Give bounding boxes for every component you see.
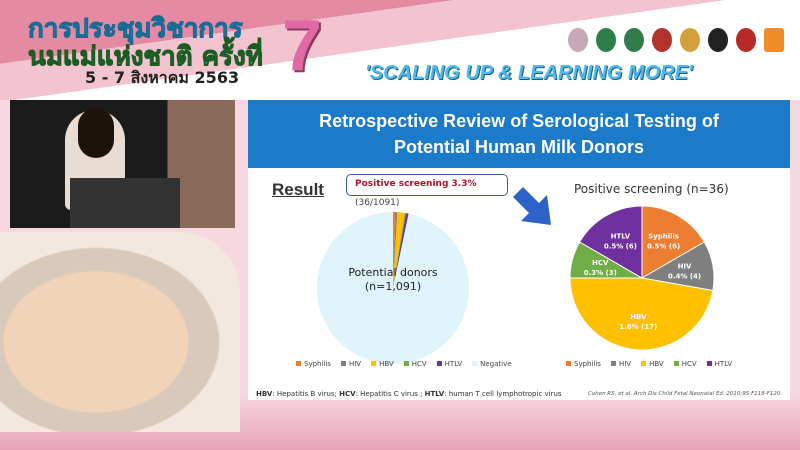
pie2-data-label: 0.4% (4) — [668, 272, 701, 280]
slogan: 'SCALING UP & LEARNING MORE' — [365, 62, 693, 84]
legend-item: Syphilis — [566, 360, 601, 368]
footnote-text: : Hepatitis B virus; — [272, 390, 340, 398]
pie1-slice-hbv — [393, 212, 405, 288]
legend-item: Negative — [472, 360, 512, 368]
legend-item: HCV — [403, 360, 427, 368]
pie2-data-label: 0.5% (6) — [604, 243, 637, 251]
slide-title-line1: Retrospective Review of Serological Test… — [319, 111, 719, 131]
legend-swatch — [340, 361, 346, 366]
pie2-data-label: 0.5% (6) — [647, 243, 680, 251]
result-heading: Result — [272, 180, 324, 199]
pie2-data-label: HCV — [592, 259, 609, 267]
callout-bold: Positive screening 3.3% — [355, 179, 477, 189]
footnote-abbr: HCV — [339, 390, 356, 398]
slide-title: Retrospective Review of Serological Test… — [248, 100, 790, 168]
legend-swatch — [436, 361, 442, 366]
citation: Cohen RS, et al. Arch Dis Child Fetal Ne… — [588, 391, 783, 397]
footnote-text: : human T cell lymphotropic virus — [444, 390, 562, 398]
callout-count: (36/1091) — [355, 198, 400, 208]
pie1-slice-syphilis — [393, 212, 396, 288]
legend-swatch — [641, 361, 647, 366]
legend-item: HIV — [610, 360, 631, 368]
legend-swatch — [673, 361, 679, 366]
pie2-data-label: 1.6% (17) — [619, 323, 657, 331]
speaker-hair — [78, 108, 114, 158]
legend-item: HTLV — [706, 360, 732, 368]
slide-title-line2: Potential Human Milk Donors — [393, 137, 645, 157]
pie-charts: Syphilis 0.5% (6) HIV 0.4% (4) HBV 1.6% (17) H… — [316, 205, 715, 364]
pie2-slice-syphilis — [641, 205, 706, 279]
pie2-data-label: HTLV — [611, 233, 631, 241]
legend-item: HCV — [673, 360, 697, 368]
pie1-sublabel: (n=1,091) — [364, 280, 422, 293]
pie2-slice-hbv — [569, 277, 714, 351]
pie2-title: Positive screening (n=36) — [574, 182, 729, 196]
pie1-label: Potential donors — [348, 266, 438, 279]
legend-swatch — [371, 361, 377, 366]
pie2-data-label: 0.3% (3) — [584, 269, 617, 277]
sponsor-logos — [568, 28, 784, 52]
logo-icon — [568, 28, 588, 52]
pie1-legend: Syphilis HIV HBV HCV HTLV Negative — [296, 360, 512, 368]
legend-item: HIV — [340, 360, 361, 368]
pie2-data-label: Syphilis — [648, 233, 679, 241]
edition-number: 7 — [282, 6, 323, 86]
pie2-slice-htlv — [578, 205, 643, 279]
podium — [70, 178, 180, 228]
presentation-slide: Retrospective Review of Serological Test… — [248, 100, 790, 400]
pie1-center-label: Potential donors (n=1,091) — [323, 266, 463, 294]
logo-icon — [652, 28, 672, 52]
pie2-legend: Syphilis HIV HBV HCV HTLV — [566, 360, 732, 368]
conference-subtitle-thai: นมแม่แห่งชาติ ครั้งที่ — [28, 42, 264, 73]
legend-swatch — [566, 361, 571, 366]
speaker-video — [10, 100, 235, 228]
positive-screening-callout: Positive screening 3.3% (36/1091) — [346, 174, 508, 208]
pie1-slice-negative — [316, 212, 469, 364]
logo-icon — [680, 28, 700, 52]
pie2-data-label: HIV — [678, 262, 692, 270]
footnote-abbr: HTLV — [424, 390, 445, 398]
logo-icon — [624, 28, 644, 52]
footnote: HBV: Hepatitis B virus; HCV: Hepatitis C… — [256, 390, 562, 398]
legend-item: HBV — [641, 360, 664, 368]
pie1-slice-hiv — [393, 212, 398, 288]
legend-item: HTLV — [436, 360, 462, 368]
logo-icon — [708, 28, 728, 52]
logo-icon — [596, 28, 616, 52]
pie2-data-label: HBV — [630, 313, 647, 321]
legend-item: HBV — [371, 360, 394, 368]
legend-swatch — [296, 361, 301, 366]
legend-swatch — [472, 361, 478, 366]
conference-dates: 5 - 7 สิงหาคม 2563 — [85, 68, 240, 87]
legend-item: Syphilis — [296, 360, 331, 368]
footnote-abbr: HBV — [256, 390, 273, 398]
legend-swatch — [403, 361, 409, 366]
logo-icon — [764, 28, 784, 52]
logo-icon — [736, 28, 756, 52]
pie1-slice-htlv — [393, 213, 409, 288]
pie1-slice-hcv — [393, 212, 407, 288]
footnote-text: : Hepatitis C virus ; — [355, 390, 425, 398]
legend-swatch — [706, 361, 712, 366]
child-photo — [0, 232, 240, 432]
arrow-icon — [513, 187, 551, 225]
legend-swatch — [610, 361, 616, 366]
conference-title-thai: การประชุมวิชาการ — [28, 14, 244, 45]
